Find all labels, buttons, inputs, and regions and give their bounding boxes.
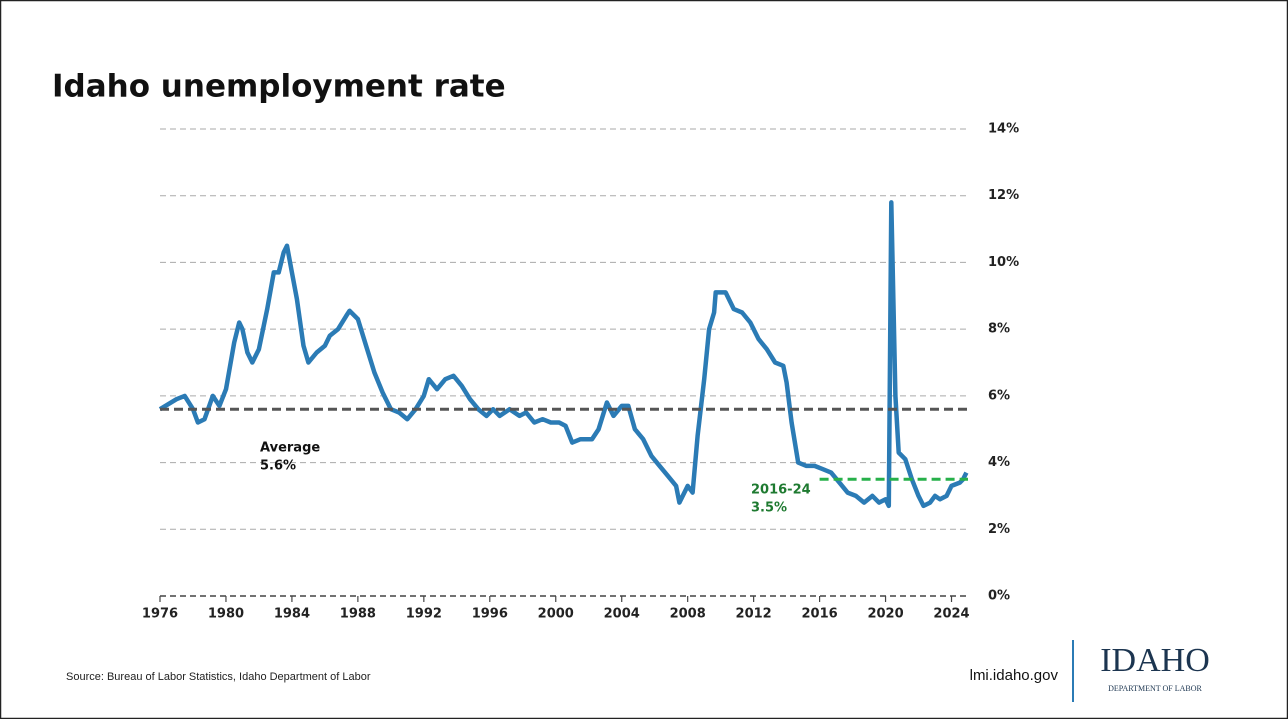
y-tick-label: 10% [988, 255, 1019, 270]
x-tick-label: 2016 [801, 607, 837, 622]
x-tick-label: 2020 [867, 607, 903, 622]
x-tick-label: 1984 [274, 607, 310, 622]
x-tick-label: 1992 [406, 607, 442, 622]
annotation-label: 2016-24 [751, 483, 811, 498]
logo-title: IDAHO [1100, 642, 1210, 679]
y-tick-label: 2% [988, 522, 1010, 537]
y-tick-label: 6% [988, 388, 1010, 403]
series-line [158, 200, 969, 509]
y-tick-label: 8% [988, 322, 1010, 337]
x-tick-label: 2004 [604, 607, 640, 622]
x-tick-label: 2012 [736, 607, 772, 622]
logo-subtitle: DEPARTMENT OF LABOR [1108, 684, 1202, 693]
annotation-label: Average [260, 441, 320, 456]
x-tick-label: 2024 [933, 607, 969, 622]
y-tick-label: 14% [988, 122, 1019, 137]
x-tick-label: 2000 [538, 607, 574, 622]
x-tick-label: 2008 [670, 607, 706, 622]
plot: 0% 2% 4% 6% 8% 10% 12% 14% 1976 1980 1984 1988 1992 1… [142, 122, 1019, 622]
annotation-value: 5.6% [260, 459, 296, 474]
x-tick-label: 1996 [472, 607, 508, 622]
y-tick-label: 0% [988, 589, 1010, 604]
y-tick-label: 4% [988, 455, 1010, 470]
x-tick-label: 1976 [142, 607, 178, 622]
site-url: lmi.idaho.gov [970, 667, 1059, 684]
x-tick-label: 1988 [340, 607, 376, 622]
annotation-value: 3.5% [751, 501, 787, 516]
chart-title: Idaho unemployment rate [52, 69, 506, 105]
source-note: Source: Bureau of Labor Statistics, Idah… [66, 671, 371, 683]
y-tick-label: 12% [988, 188, 1019, 203]
x-tick-label: 1980 [208, 607, 244, 622]
